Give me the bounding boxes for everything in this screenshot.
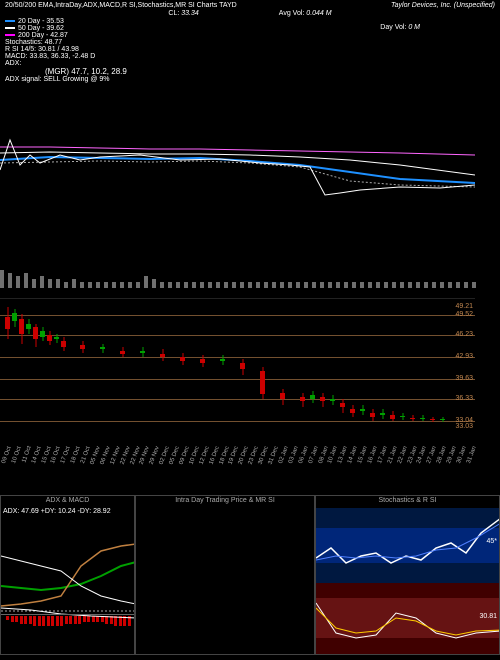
- adx-subtitle: ADX: 47.69 +DY: 10.24 -DY: 28.92: [3, 508, 111, 515]
- volume-bars: [0, 268, 475, 288]
- y-axis-label: 46.23: [455, 331, 473, 338]
- dayvol-value: 0 M: [408, 24, 420, 31]
- stoch-y-label: 45*: [486, 538, 497, 545]
- panel-adx-title: ADX & MACD: [1, 496, 134, 505]
- indicator-line: MACD: 33.83, 36.33, -2.48 D: [5, 53, 495, 60]
- panel-intra-title: Intra Day Trading Price & MR SI: [136, 496, 314, 505]
- panel-adx-macd: ADX & MACD ADX: 47.69 +DY: 10.24 -DY: 28…: [0, 495, 135, 655]
- main-ema-chart: [0, 85, 475, 265]
- dayvol-label: Day Vol:: [380, 24, 406, 31]
- avgvol-label: Avg Vol:: [279, 10, 305, 17]
- avgvol-value: 0.044 M: [306, 10, 331, 17]
- y-axis-label: 49.52: [455, 311, 473, 318]
- title-left: 20/50/200 EMA,IntraDay,ADX,MACD,R SI,Sto…: [5, 2, 237, 9]
- cl-value: 33.34: [181, 10, 199, 17]
- bottom-panels: ADX & MACD ADX: 47.69 +DY: 10.24 -DY: 28…: [0, 495, 500, 655]
- panel-stochastics-rsi: Stochastics & R SI 45* 30.81: [315, 495, 500, 655]
- cl-label: CL:: [168, 10, 179, 17]
- indicator-line: ADX signal: SELL Growing @ 9%: [5, 76, 495, 83]
- panel-intraday: Intra Day Trading Price & MR SI: [135, 495, 315, 655]
- title-right: Taylor Devices, Inc. (Unspecified): [391, 2, 495, 9]
- y-axis-label: 49.21: [455, 303, 473, 310]
- y-axis-label: 42.93: [455, 353, 473, 360]
- x-axis-labels: 09 Oct10 Oct11 Oct14 Oct15 Oct16 Oct17 O…: [0, 446, 475, 496]
- y-axis-label: 33.03: [455, 423, 473, 430]
- indicator-line: ADX:: [5, 60, 495, 67]
- y-axis-label: 39.63: [455, 375, 473, 382]
- panel-stoch-title: Stochastics & R SI: [316, 496, 499, 505]
- indicator-line: Stochastics: 48.77: [5, 39, 495, 46]
- candlestick-chart: 49.2149.5246.2342.9339.6336.3333.0433.03: [0, 298, 475, 443]
- y-axis-label: 36.33: [455, 395, 473, 402]
- indicator-line: R SI 14/5: 30.81 / 43.98: [5, 46, 495, 53]
- header: 20/50/200 EMA,IntraDay,ADX,MACD,R SI,Sto…: [0, 0, 500, 85]
- indicator-line: 200 Day - 42.87: [5, 32, 495, 39]
- stoch-y-label: 30.81: [479, 613, 497, 620]
